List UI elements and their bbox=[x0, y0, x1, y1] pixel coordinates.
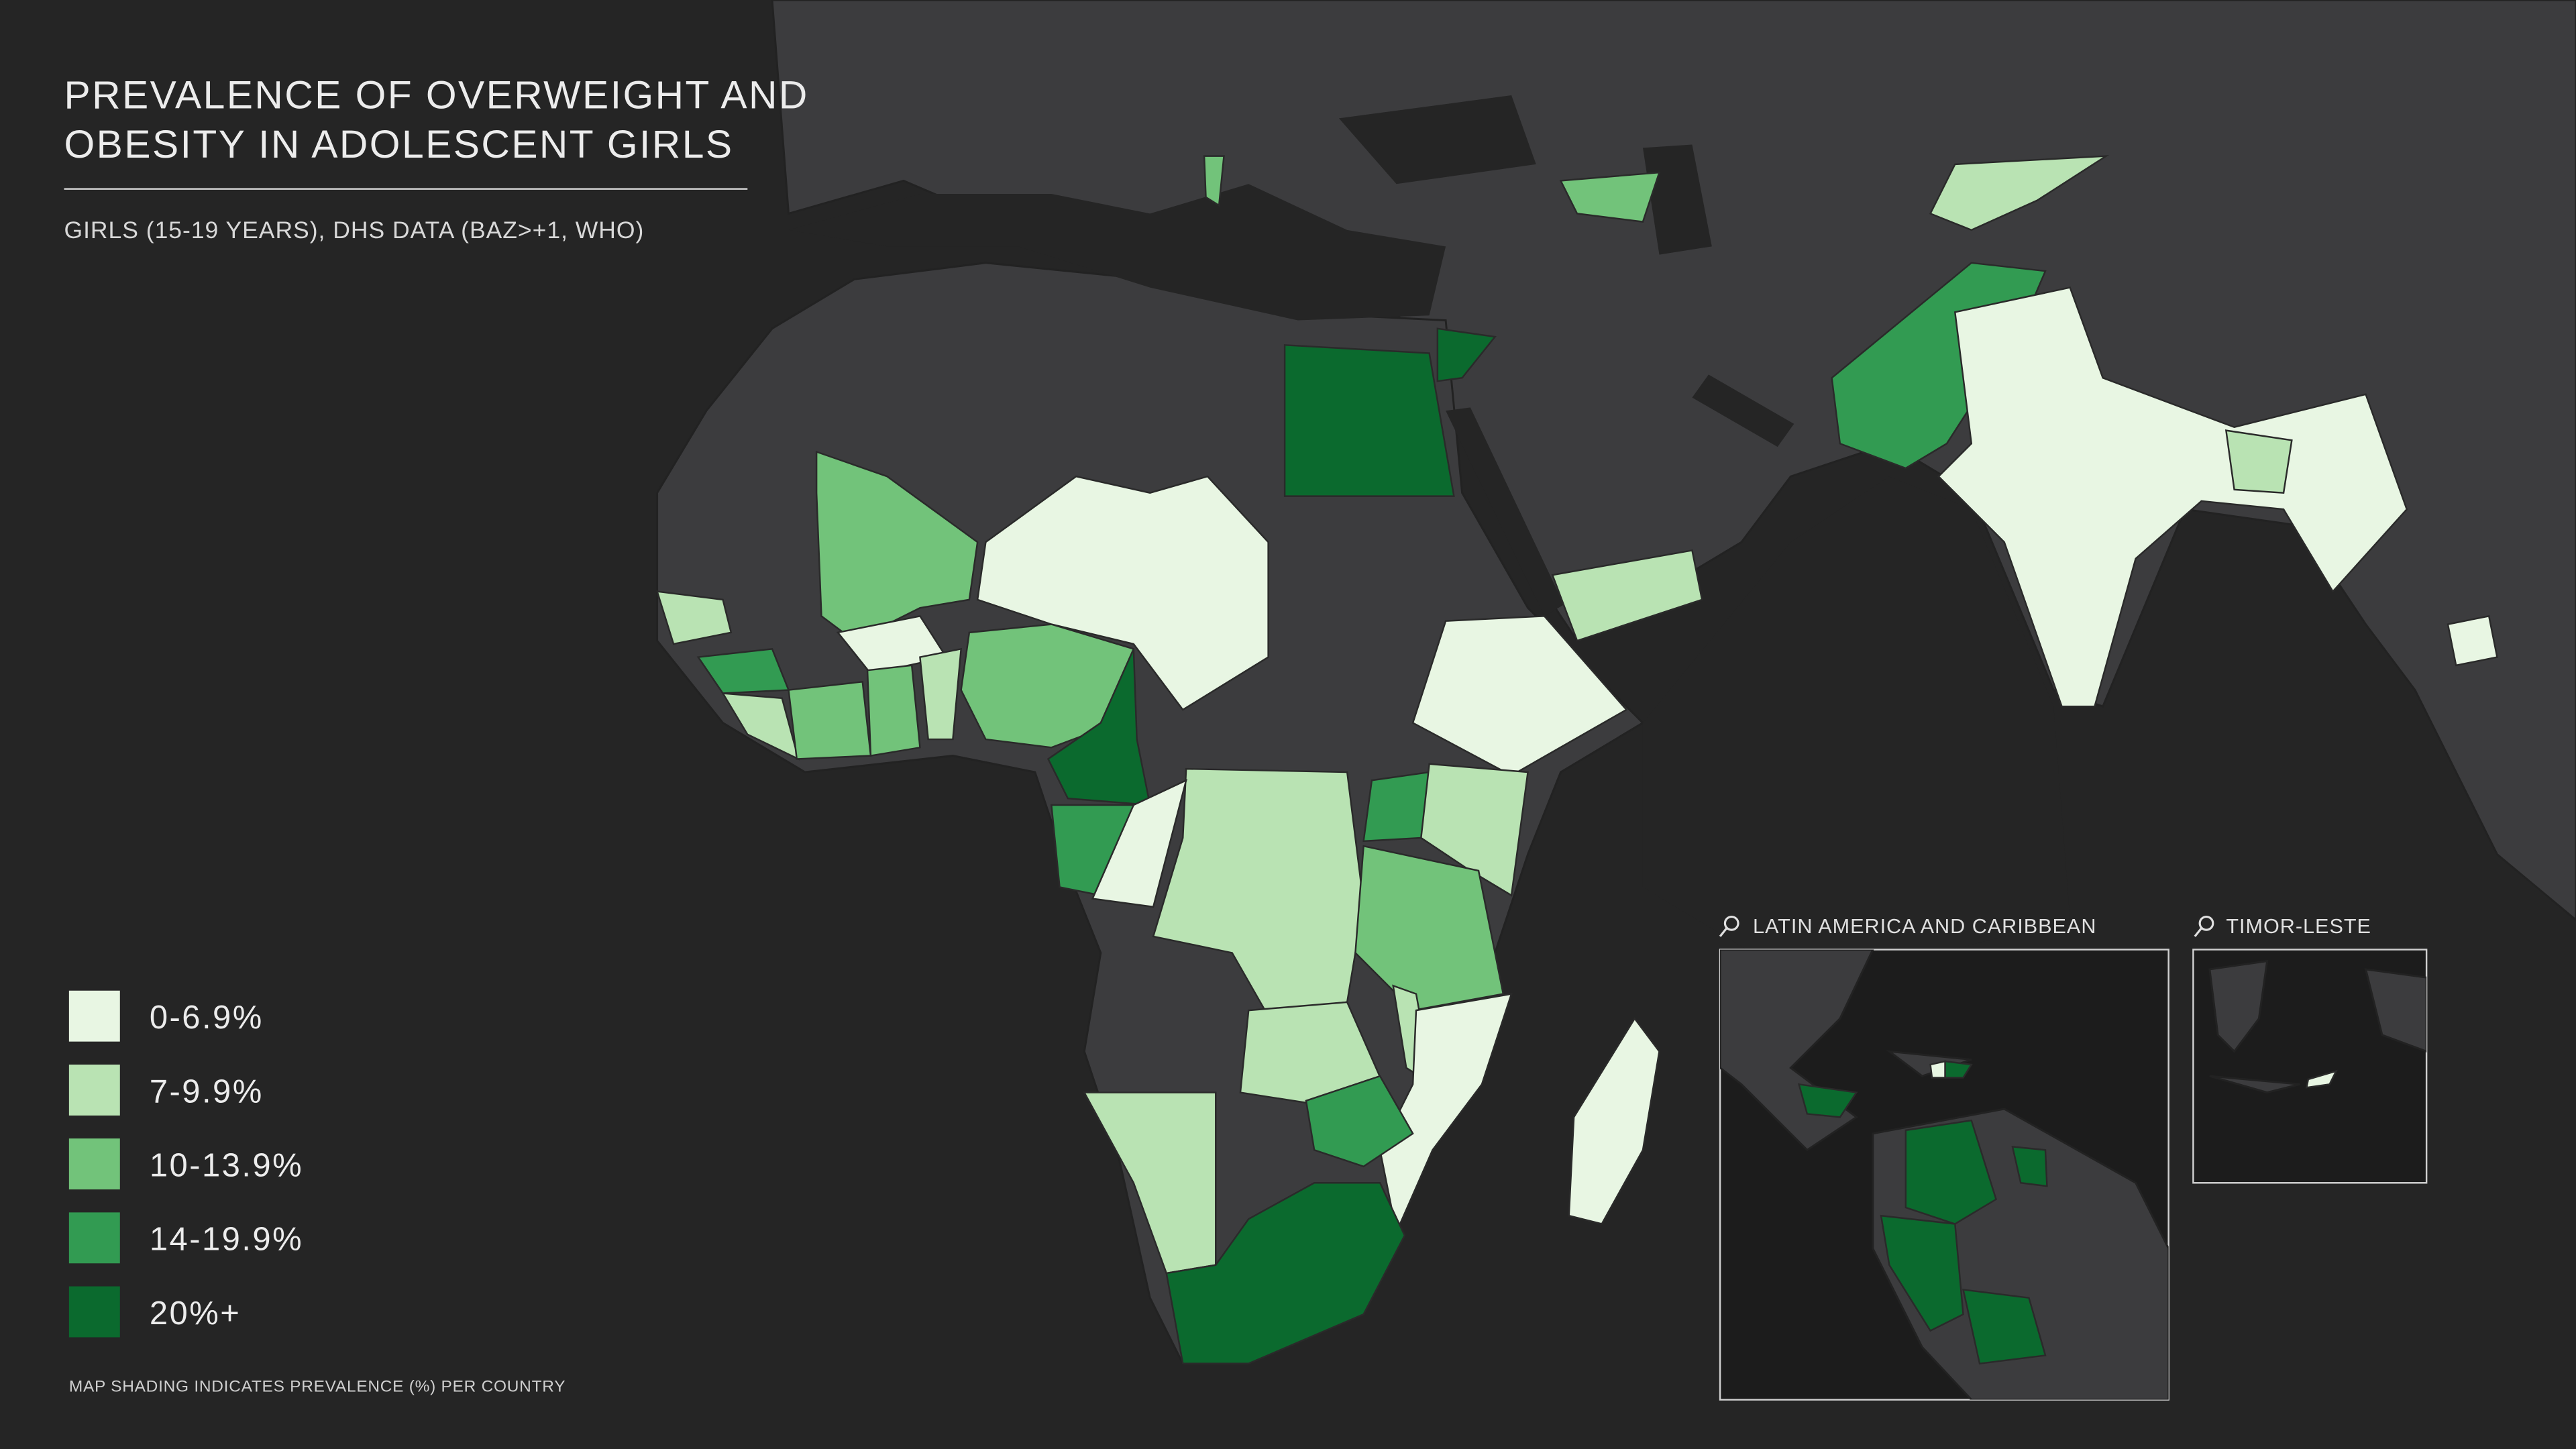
arabian-sea bbox=[1642, 476, 2070, 986]
country bbox=[1568, 1017, 1660, 1225]
map-shape bbox=[2194, 927, 2202, 937]
country bbox=[1551, 549, 1703, 642]
persian-gulf bbox=[1692, 374, 1794, 447]
country bbox=[919, 647, 963, 741]
map-shape bbox=[2364, 968, 2427, 1053]
legend-label: 20%+ bbox=[150, 1295, 241, 1332]
country bbox=[1165, 1182, 1406, 1364]
country bbox=[1411, 615, 1628, 777]
legend-label: 14-19.9% bbox=[150, 1222, 303, 1258]
inset-title: TIMOR-LESTE bbox=[2226, 915, 2371, 938]
country bbox=[1880, 1214, 1964, 1332]
country bbox=[788, 680, 872, 760]
legend-swatch bbox=[68, 1286, 120, 1338]
country bbox=[1283, 343, 1455, 497]
country bbox=[2305, 1069, 2338, 1089]
country bbox=[976, 475, 1269, 711]
subtitle: GIRLS (15-19 YEARS), DHS DATA (BAZ>+1, W… bbox=[64, 217, 645, 244]
country bbox=[1379, 993, 1513, 1235]
country bbox=[2011, 1146, 2048, 1187]
map-shape bbox=[1720, 949, 1874, 1152]
mediterranean-sea bbox=[788, 184, 1446, 321]
country bbox=[815, 450, 979, 642]
country bbox=[1203, 155, 1225, 207]
map-shape bbox=[2208, 959, 2269, 1053]
country bbox=[1797, 1083, 1858, 1118]
country bbox=[655, 590, 733, 645]
country bbox=[1904, 1119, 1997, 1225]
country bbox=[1929, 1060, 1946, 1079]
legend-swatch bbox=[68, 990, 120, 1042]
footnote: MAP SHADING INDICATES PREVALENCE (%) PER… bbox=[69, 1377, 566, 1395]
legend-swatch bbox=[68, 1212, 120, 1264]
legend: 0-6.9% 7-9.9% 10-13.9% 14-19.9% 20%+ bbox=[68, 990, 303, 1338]
map-shape bbox=[2209, 1075, 2300, 1094]
country bbox=[866, 664, 921, 757]
countries bbox=[655, 155, 2498, 1364]
country bbox=[2224, 429, 2293, 494]
inset-title: LATIN AMERICA AND CARIBBEAN bbox=[1753, 915, 2096, 938]
map-shape bbox=[1719, 927, 1728, 937]
map-shape bbox=[2198, 915, 2214, 931]
red-sea bbox=[1446, 407, 1564, 616]
title-line: OBESITY IN ADOLESCENT GIRLS bbox=[64, 123, 734, 166]
inset-timor-leste: TIMOR-LESTE bbox=[2192, 915, 2428, 1184]
legend-label: 0-6.9% bbox=[150, 1000, 264, 1036]
black-sea bbox=[1338, 95, 1536, 184]
map-shape bbox=[1723, 915, 1739, 931]
country bbox=[2447, 614, 2498, 667]
country bbox=[1929, 155, 2110, 231]
country bbox=[1362, 771, 1431, 843]
legend-label: 7-9.9% bbox=[150, 1073, 264, 1110]
country bbox=[1420, 763, 1529, 897]
inset-latin-america: LATIN AMERICA AND CARIBBEAN bbox=[1719, 915, 2169, 1401]
country bbox=[1046, 648, 1151, 806]
country bbox=[1962, 1289, 2047, 1365]
country bbox=[1436, 327, 1497, 382]
title-line: PREVALENCE OF OVERWEIGHT AND bbox=[64, 74, 809, 117]
country bbox=[1559, 171, 1661, 223]
country bbox=[1091, 779, 1188, 908]
country bbox=[1937, 286, 2408, 708]
legend-label: 10-13.9% bbox=[150, 1147, 303, 1183]
legend-swatch bbox=[68, 1064, 120, 1116]
country bbox=[1944, 1060, 1973, 1079]
legend-swatch bbox=[68, 1138, 120, 1190]
country bbox=[1354, 845, 1505, 1012]
country bbox=[1305, 1075, 1414, 1168]
